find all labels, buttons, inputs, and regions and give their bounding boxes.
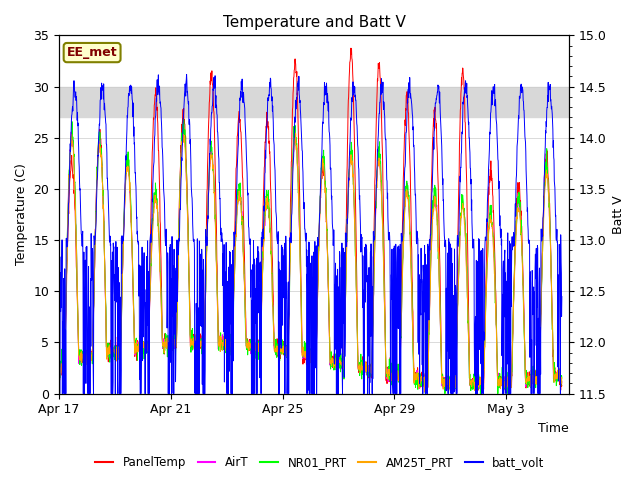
Bar <box>59 86 569 117</box>
Text: Time: Time <box>538 422 569 435</box>
Y-axis label: Batt V: Batt V <box>612 195 625 234</box>
Title: Temperature and Batt V: Temperature and Batt V <box>223 15 405 30</box>
Y-axis label: Temperature (C): Temperature (C) <box>15 164 28 265</box>
Legend: PanelTemp, AirT, NR01_PRT, AM25T_PRT, batt_volt: PanelTemp, AirT, NR01_PRT, AM25T_PRT, ba… <box>91 452 549 474</box>
Text: EE_met: EE_met <box>67 46 117 59</box>
